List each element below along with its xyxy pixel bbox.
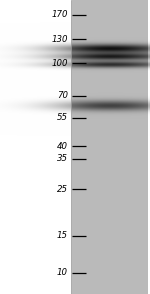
Text: 55: 55	[57, 113, 68, 122]
Text: 10: 10	[57, 268, 68, 277]
Text: 35: 35	[57, 154, 68, 163]
Text: 40: 40	[57, 142, 68, 151]
Text: 130: 130	[51, 35, 68, 44]
Text: 100: 100	[51, 59, 68, 68]
Text: 70: 70	[57, 91, 68, 100]
Text: 15: 15	[57, 231, 68, 240]
Text: 170: 170	[51, 10, 68, 19]
Text: 25: 25	[57, 185, 68, 194]
